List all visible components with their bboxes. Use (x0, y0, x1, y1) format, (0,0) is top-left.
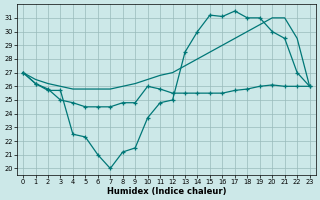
X-axis label: Humidex (Indice chaleur): Humidex (Indice chaleur) (107, 187, 226, 196)
